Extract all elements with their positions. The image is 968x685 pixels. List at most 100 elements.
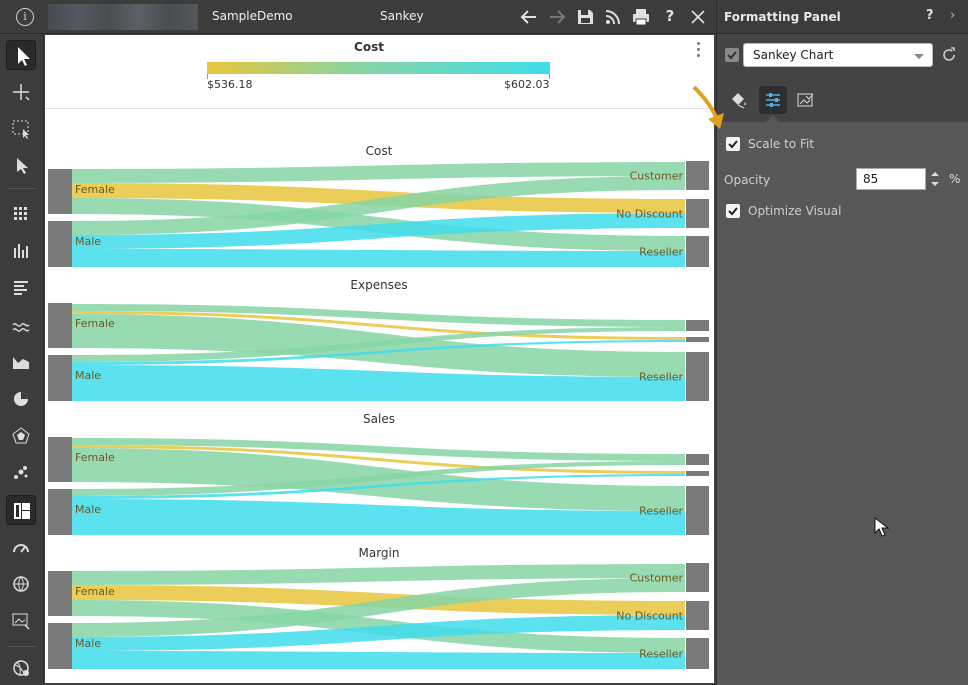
sankey-link[interactable] [72,651,685,669]
sliders-icon[interactable] [759,86,787,114]
sankey-title: Sales [363,412,395,426]
sankey-source-label: Female [75,585,115,598]
sankey-title: Expenses [350,278,407,292]
close-icon[interactable] [688,7,708,27]
rss-icon[interactable] [603,7,623,27]
panel-title: Formatting Panel [724,10,841,24]
view-title: Sankey [380,9,424,23]
sankey-target-node[interactable] [686,563,709,592]
globe-icon[interactable] [6,569,36,599]
more-options-icon[interactable] [696,42,702,60]
line-chart-icon[interactable] [6,310,36,340]
sankey-link[interactable] [72,615,685,651]
area-chart-icon[interactable] [6,347,36,377]
sankey-link[interactable] [72,461,685,496]
save-icon[interactable] [575,7,595,27]
sankey-target-node[interactable] [686,454,709,465]
mouse-cursor-icon [874,516,889,537]
image-chart-icon[interactable] [6,606,36,636]
sankey-link[interactable] [72,578,685,637]
sankey-source-node[interactable] [48,623,72,669]
sankey-link[interactable] [72,176,685,235]
info-icon[interactable]: i [16,8,34,26]
sankey-target-node[interactable] [686,236,709,267]
sankey-source-node[interactable] [48,355,72,401]
sankey-source-node[interactable] [48,571,72,616]
opacity-unit: % [949,172,961,186]
horizontal-bar-icon[interactable] [6,273,36,303]
sankey-target-node[interactable] [686,486,709,535]
sankey-source-node[interactable] [48,437,72,482]
opacity-stepper[interactable] [929,168,941,190]
print-icon[interactable] [631,7,651,27]
scatter-icon[interactable] [6,458,36,488]
marquee-select-icon[interactable] [6,114,36,144]
sankey-charts: Cost Female Male Customer No Discount Reselle… [48,144,709,669]
image-format-icon[interactable] [791,86,819,114]
visual-type-select[interactable]: Sankey Chart [743,43,933,67]
sankey-link[interactable] [72,183,685,213]
panel-next-icon[interactable]: › [950,8,956,23]
sankey-target-label: Customer [630,572,684,585]
sankey-target-node[interactable] [686,638,709,669]
crosshair-icon[interactable] [6,77,36,107]
sankey-link[interactable] [72,304,685,327]
scale-to-fit-checkbox[interactable] [726,137,740,151]
sankey-target-node[interactable] [686,471,709,476]
sankey-link[interactable] [72,327,685,362]
sankey-target-node[interactable] [686,352,709,401]
bar-chart-icon[interactable] [6,236,36,266]
reset-icon[interactable] [939,45,959,65]
sankey-link[interactable] [72,474,685,499]
sankey-link[interactable] [72,311,685,340]
sankey-target-node[interactable] [686,199,709,228]
sankey-title: Cost [366,144,393,158]
settings-globe-icon[interactable] [6,653,36,683]
pointer-icon[interactable] [6,40,36,70]
grid-icon[interactable] [6,199,36,229]
cursor-select-icon[interactable] [6,151,36,181]
panel-help-icon[interactable]: ? [926,8,934,23]
gauge-icon[interactable] [6,532,36,562]
visual-toolbox [0,34,44,685]
back-icon[interactable] [519,7,539,27]
sankey-link[interactable] [72,340,685,365]
color-scale-bar [207,62,550,74]
sankey-source-label: Male [75,637,101,650]
sankey-link[interactable] [72,585,685,615]
help-icon[interactable]: ? [665,7,675,25]
radar-chart-icon[interactable] [6,421,36,451]
legend-max-label: $602.03 [504,78,550,91]
sankey-source-node[interactable] [48,303,72,348]
sankey-link[interactable] [72,499,685,535]
sankey-target-node[interactable] [686,601,709,630]
sankey-canvas: Cost $536.18 $602.03 Cost Female Male Custo… [45,35,714,683]
paint-bucket-icon[interactable] [725,86,753,114]
optimize-visual-checkbox[interactable] [726,204,740,218]
sankey-target-label: Reseller [639,246,683,259]
sankey-source-node[interactable] [48,169,72,214]
pie-chart-icon[interactable] [6,384,36,414]
top-toolbar: i SampleDemo Sankey ? [0,0,715,34]
sankey-link[interactable] [72,162,685,183]
hint-arrow-icon [692,85,724,129]
sankey-target-node[interactable] [686,161,709,190]
sankey-link[interactable] [72,564,685,585]
sankey-link[interactable] [72,445,685,474]
sankey-source-label: Male [75,369,101,382]
sankey-link[interactable] [72,365,685,401]
sankey-link[interactable] [72,249,685,267]
sankey-link[interactable] [72,213,685,249]
sankey-icon[interactable] [6,495,36,525]
opacity-input[interactable]: 85 [856,168,926,190]
sankey-target-node[interactable] [686,337,709,342]
sankey-target-node[interactable] [686,320,709,331]
forward-icon[interactable] [547,7,567,27]
sankey-source-label: Male [75,503,101,516]
optimize-visual-label: Optimize Visual [748,204,842,218]
visual-enable-checkbox[interactable] [725,48,739,62]
legend-title: Cost [354,40,384,54]
sankey-source-node[interactable] [48,221,72,267]
sankey-source-node[interactable] [48,489,72,535]
sankey-link[interactable] [72,438,685,461]
